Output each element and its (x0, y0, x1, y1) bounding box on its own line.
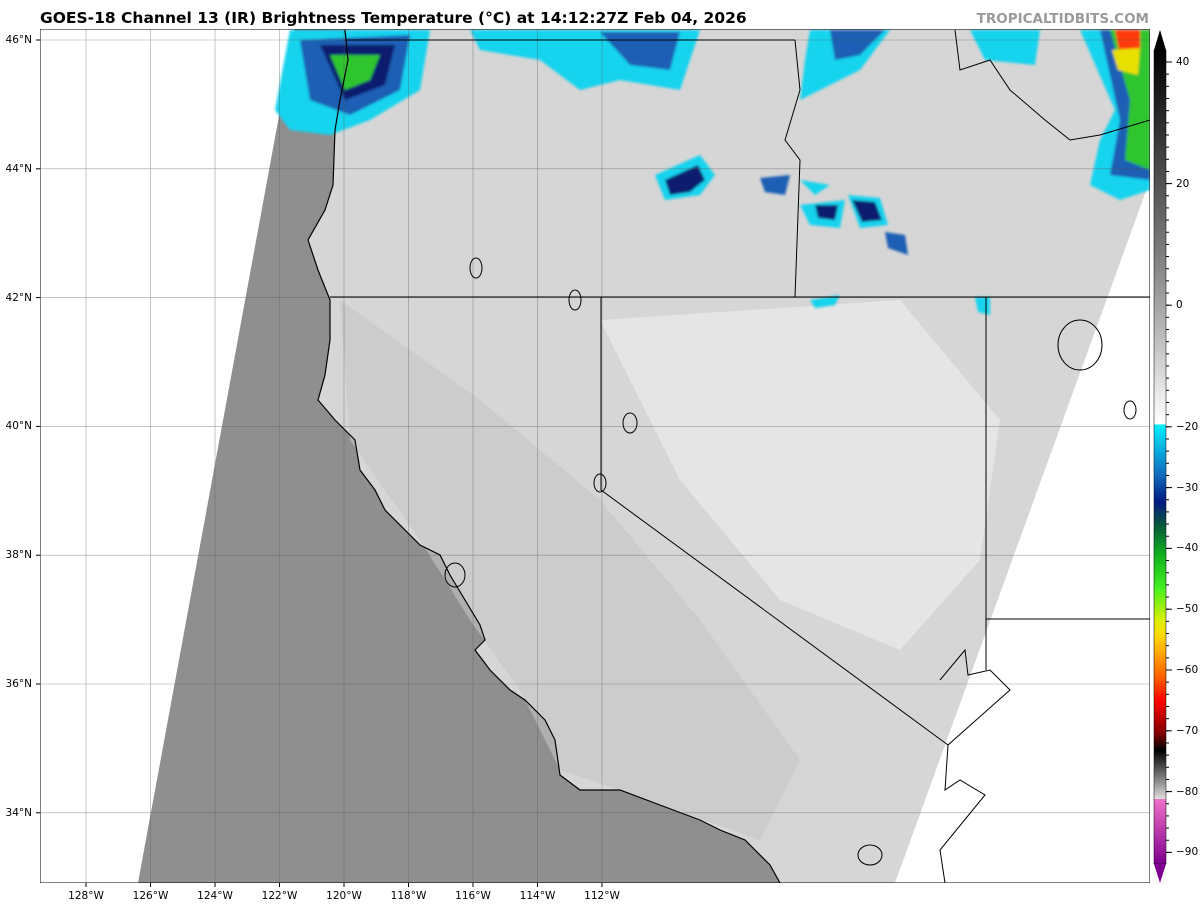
colorbar-tick-label: −50 (1176, 603, 1199, 616)
lakes (444, 257, 1137, 866)
colorbar-tick-label: −90 (1176, 846, 1199, 859)
colorbar-tick-label: −70 (1176, 724, 1199, 737)
x-tick-label: 118°W (390, 890, 427, 902)
colorbar-tick-label: 20 (1176, 177, 1190, 190)
colorbar-top-arrow (1154, 30, 1166, 50)
colorbar-tick-label: −40 (1176, 542, 1199, 555)
ocean-region (138, 29, 780, 883)
cloud-cells (275, 30, 1150, 315)
x-tick-label: 124°W (197, 890, 233, 902)
y-tick-label: 34°N (5, 806, 32, 819)
x-tick-label: 122°W (261, 890, 298, 902)
y-tick-label: 38°N (5, 549, 32, 562)
x-tick-label: 112°W (584, 890, 620, 902)
y-tick-label: 44°N (5, 162, 32, 175)
colorbar-tick-label: −30 (1176, 481, 1199, 494)
x-tick-label: 128°W (68, 890, 104, 902)
state-borders (330, 29, 1150, 746)
x-tick-label: 120°W (326, 890, 362, 902)
coastline (307, 29, 781, 883)
colorbar-tick-label: 40 (1176, 56, 1190, 68)
colorbar (1153, 30, 1172, 883)
watermark: TROPICALTIDBITS.COM (976, 11, 1149, 27)
y-tick-label: 46°N (5, 34, 32, 46)
colorbar-tick-label: −20 (1176, 420, 1199, 433)
colorbar-tick-label: −60 (1176, 664, 1199, 676)
colorbar-tick-label: 0 (1176, 299, 1183, 312)
figure-title: GOES-18 Channel 13 (IR) Brightness Tempe… (40, 9, 747, 27)
colorbar-tick-label: −80 (1176, 785, 1199, 798)
x-tick-label: 116°W (455, 890, 491, 902)
x-tick-label: 114°W (519, 890, 556, 902)
graticule (40, 29, 1150, 883)
y-tick-label: 36°N (5, 678, 32, 690)
y-tick-label: 40°N (5, 420, 32, 433)
y-tick-label: 42°N (5, 291, 32, 304)
x-tick-label: 126°W (132, 890, 169, 902)
colorbar-gradient (1153, 49, 1167, 865)
colorbar-bottom-arrow (1154, 864, 1166, 883)
